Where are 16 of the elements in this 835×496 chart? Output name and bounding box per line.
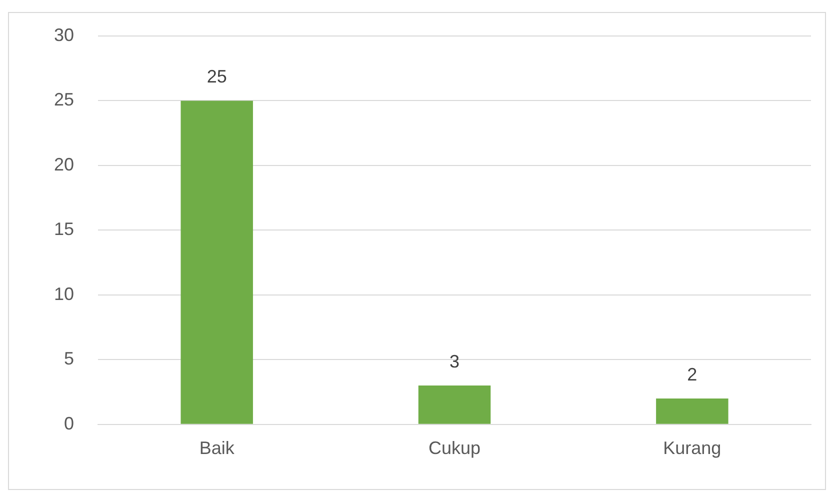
- y-tick-label: 5: [64, 348, 74, 369]
- data-label: 2: [687, 364, 698, 384]
- y-tick-label: 30: [54, 24, 74, 45]
- y-tick-label: 15: [54, 219, 74, 240]
- y-tick-label: 0: [64, 413, 74, 434]
- data-label: 3: [450, 352, 460, 372]
- x-tick-label: Kurang: [663, 438, 722, 458]
- y-tick-label: 10: [54, 284, 74, 304]
- bar: [180, 100, 253, 424]
- y-tick-label: 25: [54, 90, 74, 110]
- bar: [656, 398, 728, 424]
- data-label: 25: [206, 66, 227, 87]
- x-tick-label: Cukup: [428, 438, 481, 458]
- y-tick-label: 20: [54, 154, 74, 174]
- bar: [418, 386, 491, 424]
- x-tick-label: Baik: [199, 438, 236, 458]
